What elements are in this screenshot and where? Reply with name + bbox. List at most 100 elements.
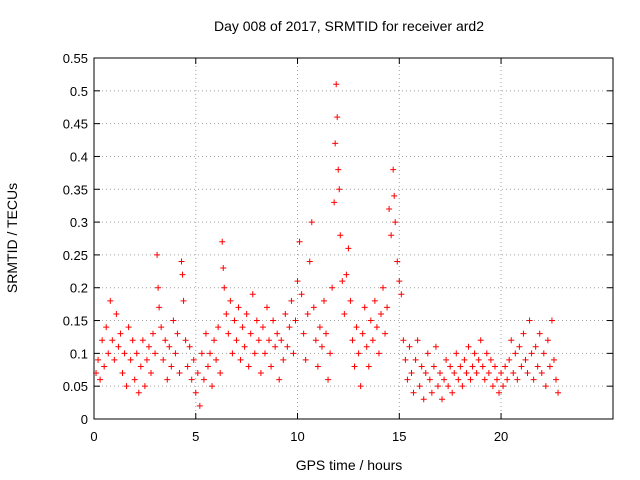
data-point — [327, 350, 334, 357]
data-point — [384, 304, 391, 311]
data-point — [394, 258, 401, 265]
data-point — [276, 376, 283, 383]
data-point — [296, 238, 303, 245]
data-point — [312, 337, 319, 344]
data-point — [510, 370, 517, 377]
data-point — [414, 337, 421, 344]
data-point — [441, 376, 448, 383]
chart-title: Day 008 of 2017, SRMTID for receiver ard… — [214, 18, 484, 34]
data-point — [147, 370, 154, 377]
data-point — [347, 297, 354, 304]
data-point — [229, 350, 236, 357]
data-point — [380, 284, 387, 291]
data-point — [455, 376, 462, 383]
data-point — [334, 114, 341, 121]
data-point — [530, 376, 537, 383]
data-point — [447, 363, 454, 370]
y-tick-label: 0.05 — [63, 379, 88, 394]
data-point — [367, 317, 374, 324]
data-point — [520, 330, 527, 337]
data-point — [491, 363, 498, 370]
data-point — [266, 337, 273, 344]
data-point — [504, 376, 511, 383]
y-tick-label: 0.2 — [70, 281, 88, 296]
data-point — [371, 297, 378, 304]
data-point — [424, 350, 431, 357]
data-point — [274, 330, 281, 337]
data-point — [156, 304, 163, 311]
data-point — [318, 343, 325, 350]
data-point — [143, 356, 150, 363]
data-point — [538, 370, 545, 377]
data-point — [255, 337, 262, 344]
data-points — [93, 81, 562, 409]
data-point — [481, 376, 488, 383]
data-point — [139, 337, 146, 344]
data-point — [320, 297, 327, 304]
data-point — [107, 297, 114, 304]
data-point — [524, 370, 531, 377]
data-point — [170, 317, 177, 324]
data-point — [416, 383, 423, 390]
data-point — [426, 376, 433, 383]
data-point — [129, 337, 136, 344]
y-axis-ticks: 0 0.05 0.1 0.15 0.2 0.25 0.3 0.35 0.4 0.45 0.5 0.55 — [63, 51, 613, 427]
data-point — [166, 343, 173, 350]
data-point — [377, 310, 384, 317]
data-point — [113, 310, 120, 317]
data-point — [127, 356, 134, 363]
data-point — [406, 343, 413, 350]
data-point — [329, 284, 336, 291]
data-point — [99, 337, 106, 344]
data-point — [477, 337, 484, 344]
data-point — [398, 291, 405, 298]
data-point — [194, 370, 201, 377]
data-point — [325, 376, 332, 383]
data-point — [392, 219, 399, 226]
data-point — [155, 284, 162, 291]
data-point — [386, 205, 393, 212]
data-point — [178, 258, 185, 265]
data-point — [391, 192, 398, 199]
data-point — [532, 343, 539, 350]
data-point — [239, 324, 246, 331]
data-point — [443, 356, 450, 363]
x-axis-ticks: 0 5 10 15 20 — [90, 58, 508, 444]
data-point — [375, 350, 382, 357]
data-point — [489, 383, 496, 390]
data-point — [261, 350, 268, 357]
y-axis-label: SRMTID / TECUs — [4, 183, 20, 293]
data-point — [137, 363, 144, 370]
data-point — [357, 383, 364, 390]
data-point — [542, 383, 549, 390]
data-point — [355, 350, 362, 357]
data-point — [123, 383, 130, 390]
data-point — [390, 166, 397, 173]
data-point — [179, 271, 186, 278]
data-point — [219, 238, 226, 245]
data-point — [518, 363, 525, 370]
data-point — [351, 363, 358, 370]
data-point — [284, 343, 291, 350]
data-point — [190, 356, 197, 363]
data-point — [217, 370, 224, 377]
data-point — [93, 370, 100, 377]
data-point — [335, 166, 342, 173]
data-point — [141, 383, 148, 390]
data-point — [215, 324, 222, 331]
data-point — [227, 297, 234, 304]
data-point — [103, 324, 110, 331]
y-tick-label: 0.15 — [63, 314, 88, 329]
data-point — [202, 330, 209, 337]
data-point — [400, 337, 407, 344]
data-point — [131, 376, 138, 383]
x-tick-label: 10 — [290, 429, 304, 444]
data-point — [95, 356, 102, 363]
data-point — [302, 356, 309, 363]
x-axis-label: GPS time / hours — [296, 457, 403, 473]
data-point — [300, 330, 307, 337]
data-point — [182, 337, 189, 344]
data-point — [522, 356, 529, 363]
data-point — [445, 383, 452, 390]
